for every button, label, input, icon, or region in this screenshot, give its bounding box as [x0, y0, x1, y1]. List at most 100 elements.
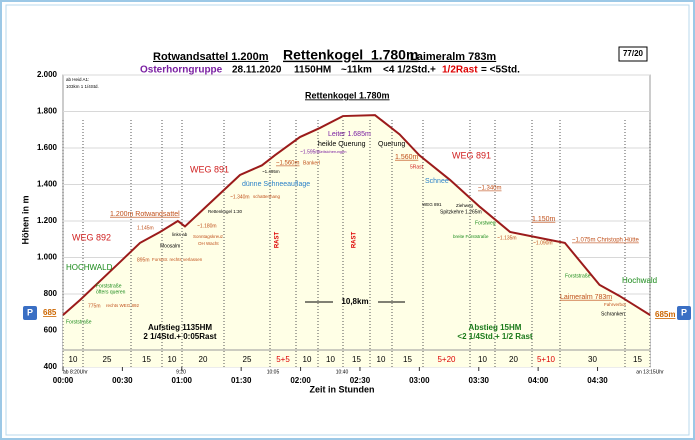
y-tick-label: 1.400	[37, 180, 58, 189]
segment-time: 20	[509, 355, 518, 364]
annotation: Rettenkogel 1:30	[208, 209, 243, 214]
annotation: öfters queren	[96, 289, 126, 295]
annotation: Bankerl	[303, 160, 320, 166]
annotation: ~1.340m	[478, 186, 502, 192]
annotation: ~1.560m	[276, 161, 300, 167]
profile-line	[62, 114, 651, 316]
x-tick-label: 00:00	[53, 376, 74, 385]
annotation: HOCHWALD	[66, 263, 113, 272]
y-tick-label: 1.600	[37, 143, 58, 152]
annotation: ~1.180m	[197, 223, 217, 229]
x-tick-label: 04:00	[528, 376, 549, 385]
rast-label: RAST	[352, 232, 358, 249]
annotation: Seilsicherungen	[318, 149, 346, 154]
annotation: 1.200m Rotwandsattel	[110, 211, 180, 218]
y-tick-label: 1.800	[37, 107, 58, 116]
annotation: WEG 892	[72, 232, 111, 242]
time-marker: ab 8:20Uhr	[63, 369, 88, 375]
annotation: Spitzkehre 1.265m	[440, 209, 482, 215]
group: Osterhorngruppe	[140, 65, 223, 76]
segment-time: 25	[243, 355, 252, 364]
date: 28.11.2020	[232, 65, 282, 76]
annotation: 895m	[137, 257, 150, 263]
annotation: 1.145m	[137, 225, 154, 231]
annotation: rechts WEG 892	[106, 303, 140, 308]
x-tick-label: 00:30	[112, 376, 133, 385]
parking-box	[23, 306, 37, 320]
annotation: ab Heid A1:	[66, 77, 89, 82]
segment-time: 15	[142, 355, 151, 364]
x-tick-label: 02:00	[290, 376, 311, 385]
time-marker: 10:05	[267, 369, 280, 375]
x-tick-label: 04:30	[587, 376, 608, 385]
header-left: Rotwandsattel 1.200m	[153, 51, 269, 63]
segment-time: 10	[168, 355, 177, 364]
x-tick-label: 03:30	[469, 376, 490, 385]
end-elevation: 685m	[655, 310, 675, 319]
annotation: 1.560m	[395, 154, 419, 161]
total: = <5Std.	[481, 65, 520, 76]
y-axis-label: Höhen in m	[20, 196, 30, 245]
y-tick-label: 800	[44, 289, 58, 298]
segment-time: 15	[352, 355, 361, 364]
annotation: Laimeralm 783m	[560, 294, 612, 301]
annotation: 5Rast	[410, 164, 424, 170]
header-right: Laimeralm 783m	[410, 51, 496, 63]
badge: 77/20	[623, 49, 644, 58]
annotation: WEG 891	[422, 202, 442, 207]
segment-time: 25	[103, 355, 112, 364]
parking-box	[677, 306, 691, 320]
annotation: Moosalm	[160, 243, 180, 249]
y-tick-label: 2.000	[37, 70, 58, 79]
header-main: Rettenkogel 1.780m	[283, 47, 418, 63]
ascent-time: 2 1/4Std.+ 0:05Rast	[143, 332, 216, 341]
segment-time: 10	[377, 355, 386, 364]
y-tick-label: 400	[44, 362, 58, 371]
segment-time: 30	[588, 355, 597, 364]
annotation: ~1.595m	[300, 149, 320, 155]
annotation: schattenhang	[253, 194, 281, 199]
segment-time: 5+10	[537, 355, 556, 364]
time: <4 1/2Std.+	[383, 65, 436, 76]
annotation: WEG 891	[190, 164, 229, 174]
x-tick-label: 02:30	[350, 376, 371, 385]
annotation: Forstweg	[475, 220, 496, 226]
inner-frame	[5, 4, 690, 436]
parking: P	[27, 307, 33, 317]
descent-time: <2 1/4Std.+ 1/2 Rast	[457, 332, 532, 341]
area	[63, 115, 650, 368]
annotation: Rettenkogel 1.780m	[305, 90, 390, 100]
x-tick-label: 01:00	[172, 376, 193, 385]
annotation: dünne Schneeauflage	[242, 181, 310, 188]
annotation: Leiter 1.685m	[328, 131, 371, 138]
y-tick-label: 600	[44, 326, 58, 335]
annotation: Sonntagskreuz	[193, 234, 224, 239]
annotation: Querung	[378, 141, 405, 148]
annotation: Forststraße	[565, 273, 591, 279]
annotation: 103km 1 1/4Std.	[66, 84, 99, 89]
annotation: links ab	[172, 232, 188, 237]
ascent: Aufstieg 1135HM	[148, 323, 212, 332]
x-tick-label: 03:00	[409, 376, 430, 385]
annotation: Fahrverbot	[604, 302, 627, 307]
annotation: Ziehweg	[456, 203, 474, 208]
annotation: ~1.495m	[262, 169, 280, 174]
annotation: Forststr. rechts verlassen	[152, 257, 203, 262]
rest: 1/2Rast	[442, 65, 478, 76]
parking: P	[681, 307, 687, 317]
segment-time: 20	[199, 355, 208, 364]
x-axis-label: Zeit in Stunden	[310, 384, 375, 394]
annotation: Forststraße	[96, 283, 122, 289]
annotation: ~1.340m	[230, 194, 250, 200]
start-elevation: 685	[43, 308, 57, 317]
annotation: breite Forststraße	[453, 234, 489, 239]
x-tick-label: 01:30	[231, 376, 252, 385]
hm: 1150HM	[294, 65, 331, 76]
annotation: Hochwald	[622, 276, 657, 285]
annotation: heikle Querung	[318, 141, 366, 148]
descent: Abstieg 15HM	[469, 323, 522, 332]
annotation: WEG 891	[452, 150, 491, 160]
annotation: ~1.090m	[533, 240, 553, 246]
y-tick-label: 1.000	[37, 253, 58, 262]
time-marker: 9:20	[176, 369, 186, 375]
